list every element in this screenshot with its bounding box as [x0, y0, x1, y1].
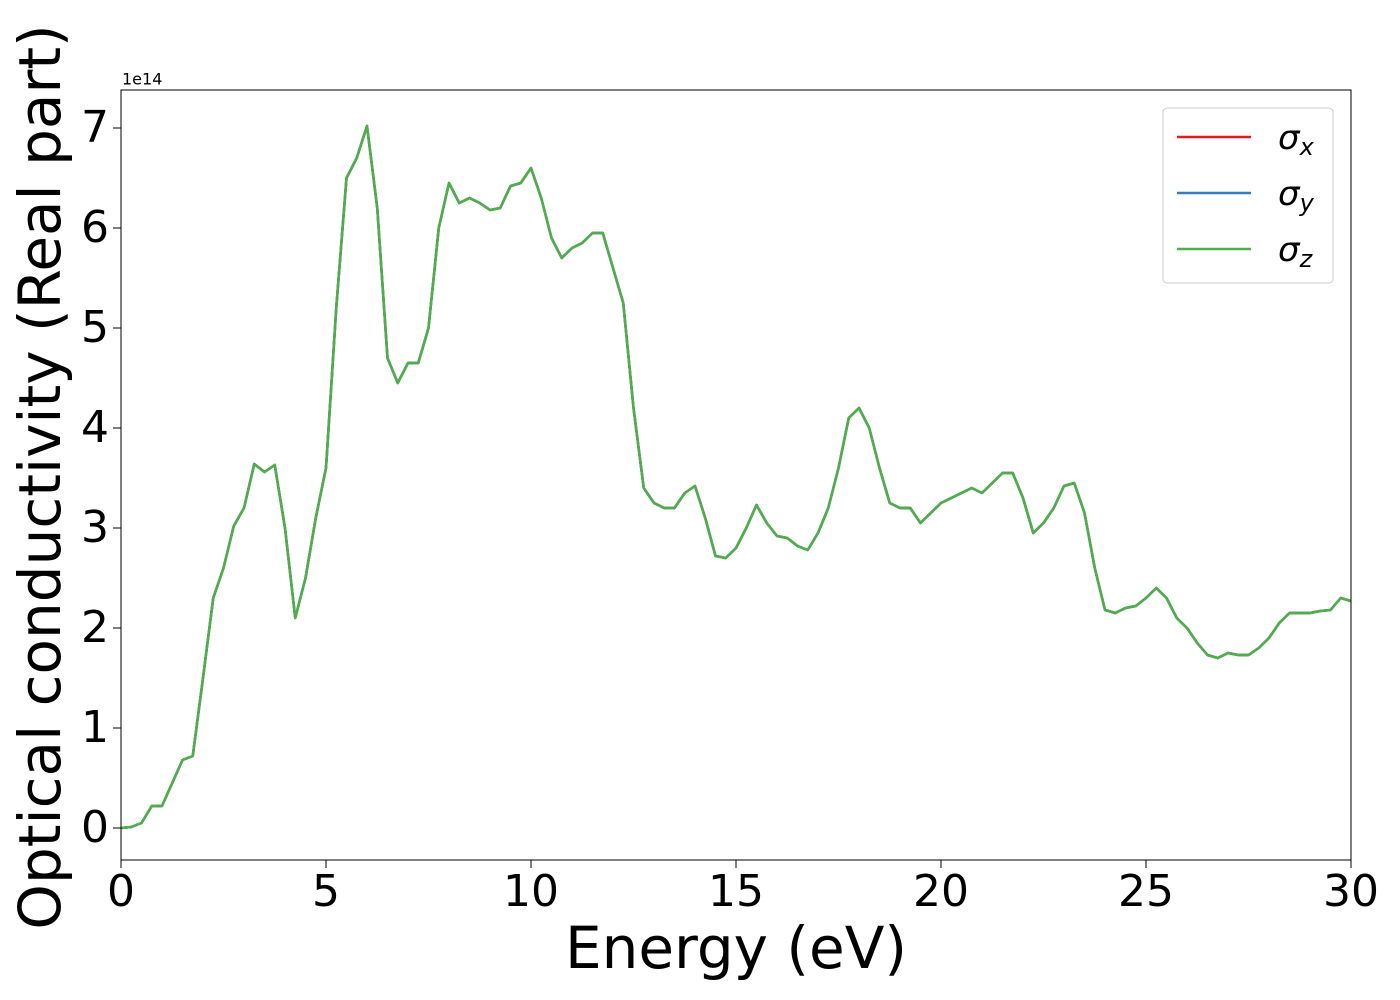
series-line: [121, 124, 1351, 830]
legend-label: σx: [1278, 118, 1315, 162]
y-tick-label: 2: [81, 602, 109, 653]
legend-label: σz: [1278, 230, 1314, 274]
x-tick-label: 25: [1118, 866, 1174, 917]
y-tick-label: 4: [81, 402, 109, 453]
y-tick-label: 7: [81, 102, 109, 153]
legend-label: σy: [1278, 174, 1315, 218]
y-offset-label: 1e14: [122, 70, 162, 89]
plot-frame: [120, 89, 1352, 861]
x-tick-label: 0: [107, 866, 135, 917]
legend-box: [1162, 107, 1334, 284]
x-tick-label: 5: [312, 866, 340, 917]
x-axis-label: Energy (eV): [565, 914, 907, 982]
x-tick-label: 15: [708, 866, 764, 917]
x-tick-label: 10: [503, 866, 559, 917]
y-tick-label: 3: [81, 502, 109, 553]
y-tick-label: 0: [81, 802, 109, 853]
x-tick-label: 20: [913, 866, 969, 917]
y-axis-label: Optical conductivity (Real part): [6, 24, 74, 929]
y-tick-label: 1: [81, 702, 109, 753]
x-tick-label: 30: [1323, 866, 1379, 917]
y-tick-label: 6: [81, 202, 109, 253]
y-tick-label: 5: [81, 302, 109, 353]
